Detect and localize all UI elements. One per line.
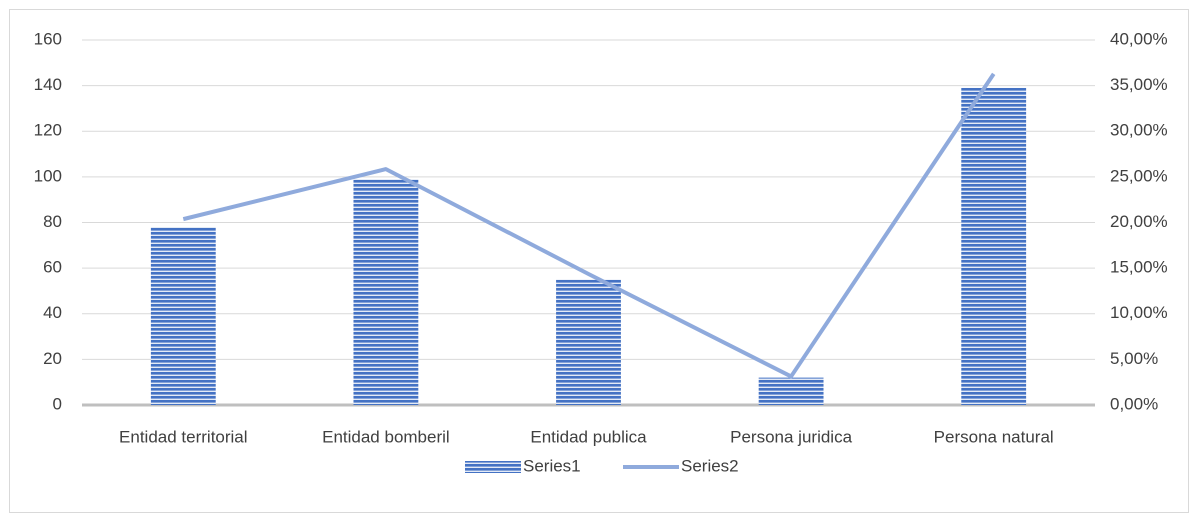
y2-tick-label: 5,00% (1110, 349, 1158, 368)
bar (961, 87, 1027, 405)
x-tick-label: Entidad publica (530, 427, 647, 446)
y2-tick-label: 35,00% (1110, 75, 1168, 94)
y2-tick-label: 40,00% (1110, 29, 1168, 48)
bar (353, 179, 419, 405)
line (182, 72, 996, 379)
x-tick-label: Persona natural (934, 427, 1054, 446)
bar (150, 227, 216, 405)
y-tick-label: 100 (34, 166, 62, 185)
legend-label: Series1 (523, 456, 581, 475)
bar (556, 279, 621, 405)
y-tick-label: 160 (34, 29, 62, 48)
y-tick-label: 120 (34, 121, 62, 140)
y2-tick-label: 25,00% (1110, 166, 1168, 185)
y-tick-label: 60 (43, 258, 62, 277)
y2-tick-label: 15,00% (1110, 258, 1168, 277)
y2-tick-label: 0,00% (1110, 394, 1158, 413)
y-tick-label: 40 (43, 303, 62, 322)
y-tick-label: 20 (43, 349, 62, 368)
y-tick-label: 140 (34, 75, 62, 94)
x-tick-label: Persona juridica (730, 427, 852, 446)
x-tick-label: Entidad bomberil (322, 427, 450, 446)
y2-tick-label: 10,00% (1110, 303, 1168, 322)
x-tick-label: Entidad territorial (119, 427, 248, 446)
y2-tick-label: 20,00% (1110, 212, 1168, 231)
legend-swatch (465, 461, 521, 473)
y-tick-label: 0 (53, 394, 62, 413)
legend-label: Series2 (681, 456, 739, 475)
bar (758, 377, 824, 405)
y-tick-label: 80 (43, 212, 62, 231)
y2-tick-label: 30,00% (1110, 121, 1168, 140)
